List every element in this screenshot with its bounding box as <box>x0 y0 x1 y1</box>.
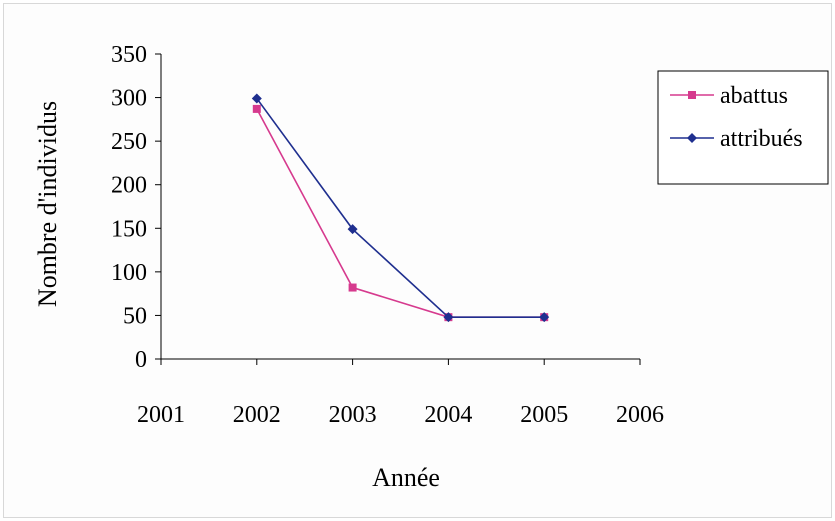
y-tick-label: 350 <box>111 42 147 68</box>
legend-label: attribués <box>720 126 803 152</box>
legend-box <box>657 70 829 185</box>
y-tick-label: 250 <box>111 129 147 155</box>
x-tick-label: 2004 <box>424 402 472 428</box>
data-point <box>539 312 550 323</box>
legend: abattus attribués <box>657 70 829 185</box>
x-tick-label: 2002 <box>233 402 281 428</box>
y-tick-label: 150 <box>111 216 147 242</box>
data-point <box>252 104 261 113</box>
series-abattus <box>252 104 549 322</box>
y-tick-label: 300 <box>111 86 147 112</box>
x-axis-title: Année <box>372 463 440 492</box>
data-point <box>347 224 358 235</box>
series-line <box>256 97 545 318</box>
y-tick-label: 200 <box>111 173 147 199</box>
y-axis-title: Nombre d'individus <box>33 101 62 307</box>
legend-item-abattus: abattus <box>670 83 788 109</box>
x-tick-label: 2003 <box>329 402 377 428</box>
series-layer <box>251 93 550 323</box>
series-line <box>256 108 545 318</box>
x-tick-label: 2001 <box>137 402 185 428</box>
chart-frame: 0 50 100 150 200 250 300 350 2001 2002 2003 2004 200… <box>3 3 832 518</box>
axes: 0 50 100 150 200 250 300 350 2001 2002 2003 2004 200… <box>111 42 664 428</box>
y-tick-label: 100 <box>111 260 147 286</box>
line-chart: 0 50 100 150 200 250 300 350 2001 2002 2003 2004 200… <box>33 42 829 492</box>
x-tick-label: 2005 <box>520 402 568 428</box>
legend-marker <box>688 91 696 99</box>
legend-marker <box>687 133 697 143</box>
data-point <box>443 312 454 323</box>
legend-label: abattus <box>720 83 788 109</box>
x-tick-label: 2006 <box>616 402 664 428</box>
legend-item-attribués: attribués <box>670 126 803 152</box>
data-point <box>348 283 357 292</box>
y-tick-label: 0 <box>135 347 147 373</box>
data-point <box>251 93 262 104</box>
series-attribués <box>251 93 550 323</box>
y-tick-label: 50 <box>123 303 147 329</box>
